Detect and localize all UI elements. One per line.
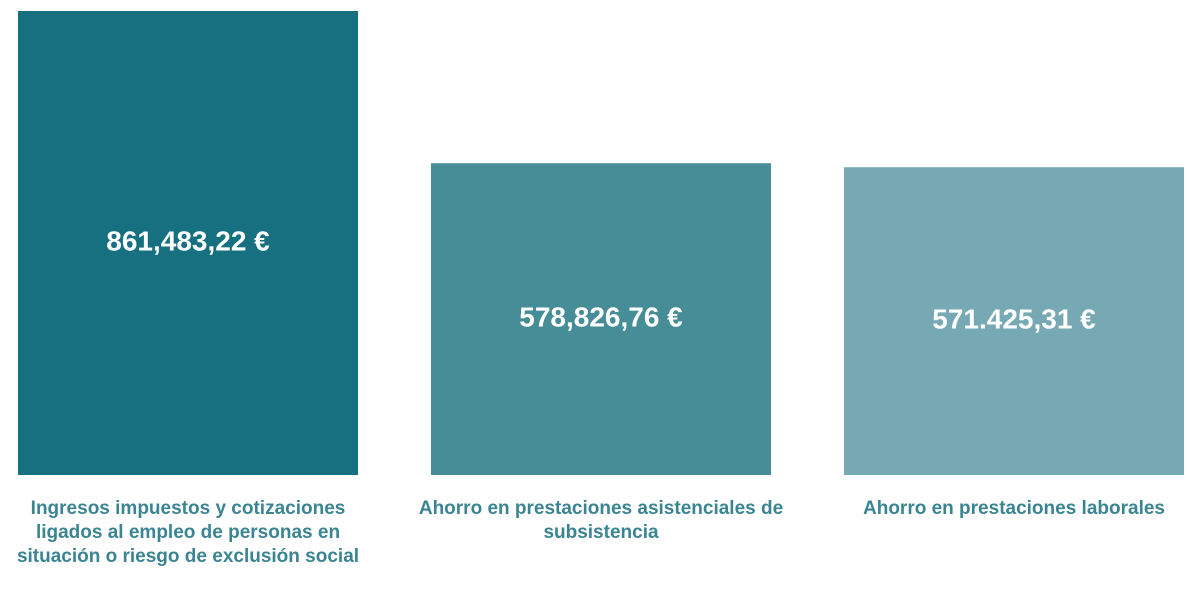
bar: [18, 11, 358, 475]
category-label: Ahorro en prestaciones asistenciales de …: [418, 498, 784, 543]
category-label: Ahorro en prestaciones laborales: [863, 498, 1165, 519]
bar: [431, 163, 771, 475]
bar: [844, 167, 1184, 475]
category-label: Ingresos impuestos y cotizaciones ligado…: [16, 498, 360, 567]
value-label: 861,483,22 €: [106, 225, 270, 256]
value-label: 571.425,31 €: [932, 304, 1096, 335]
value-label: 578,826,76 €: [519, 302, 683, 333]
